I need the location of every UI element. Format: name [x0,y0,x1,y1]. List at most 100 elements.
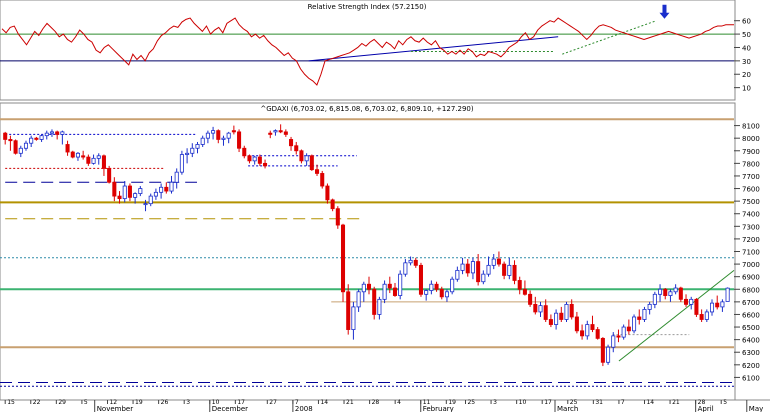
candle-body [205,132,210,139]
candle-body [117,195,122,200]
candle-body [444,291,449,298]
candle-body [496,258,501,265]
x-tick-label: 7 [295,399,299,406]
candle-body [694,298,699,315]
candle-body [439,288,444,298]
candle-body [148,195,153,205]
candle-body [725,287,730,302]
candle-body [252,156,257,162]
x-tick-label: 28 [372,399,380,406]
x-tick-label: 17 [237,399,245,406]
candle-body [185,152,190,155]
candle-body [377,298,382,315]
x-tick-label: 22 [33,399,41,406]
candle-body [637,316,642,320]
candle-body [658,288,663,295]
candle-body [491,258,496,266]
candle-body [564,303,569,320]
candle-body [522,288,527,295]
candle-body [450,278,455,293]
price-y-tick-label: 6300 [742,349,760,357]
candle-body [340,224,346,293]
rsi-y-tick-label: 40 [742,44,751,52]
candle-body [138,188,143,194]
candle-body [143,203,148,206]
candle-body [361,283,366,293]
candle-body [127,185,132,198]
x-month-label: November [97,405,134,412]
rsi-y-tick-label: 30 [742,58,751,66]
rsi-series-line [1,17,734,86]
candle-body [169,181,174,192]
candle-body [159,186,164,193]
price-y-tick-label: 7300 [742,223,760,231]
candle-body [668,291,673,296]
candle-body [190,147,195,154]
candle-body [112,181,117,197]
candle-body [289,139,294,147]
x-tick-label: 14 [646,399,654,406]
x-month-label: 2008 [295,405,313,412]
candle-body [585,324,590,337]
price-y-tick-label: 6100 [742,374,760,382]
price-y-tick-label: 8100 [742,123,760,131]
candle-body [434,283,439,290]
candle-body [304,155,309,162]
candle-body [548,319,553,325]
x-tick-label: 4 [397,399,401,406]
candle-body [273,130,278,133]
x-tick-label: 10 [212,399,220,406]
candle-body [153,191,158,197]
candle-body [49,131,54,134]
candle-body [704,311,709,320]
price-y-tick-label: 7100 [742,249,760,257]
candle-body [8,139,13,142]
candle-body [133,193,138,198]
candle-body [580,330,585,337]
candle-body [356,291,361,308]
candle-body [346,291,351,330]
candle-body [611,335,616,348]
rsi-y-tick-label: 10 [742,85,751,93]
candle-body [517,280,522,290]
candle-body [533,303,538,313]
candle-body [13,140,18,154]
candle-body [387,283,392,289]
candle-body [606,346,611,363]
candle-body [174,171,179,183]
candle-body [247,155,252,162]
candle-body [325,185,330,201]
candle-body [590,324,595,330]
rsi-y-tick-label: 20 [742,71,751,79]
candle-body [408,259,413,264]
candle-body [663,288,668,296]
candle-body [3,132,8,140]
candle-body [512,264,517,281]
candle-body [75,152,80,158]
x-tick-label: 15 [7,399,15,406]
candle-body [616,335,621,338]
price-trendline [618,269,735,362]
rsi-down-arrow-icon [659,4,670,19]
candle-body [39,135,44,140]
x-tick-label: 19 [135,399,143,406]
candle-body [392,287,398,296]
price-y-tick-label: 7400 [742,211,760,219]
rsi-panel-frame [0,0,736,101]
price-y-tick-label: 6700 [742,299,760,307]
candle-body [684,298,689,305]
candle-body [699,314,704,320]
price-y-tick-label: 6400 [742,337,760,345]
candle-body [424,290,429,295]
candle-body [486,264,491,275]
rsi-title: Relative Strength Index (57.2150) [308,3,427,11]
candle-body [673,287,678,293]
candle-body [107,167,112,183]
candle-body [263,162,268,167]
x-tick-label: 21 [672,399,680,406]
candle-body [621,326,626,338]
candle-body [320,173,325,187]
candle-body [278,130,283,133]
price-y-tick-label: 7200 [742,236,760,244]
candle-body [23,142,29,149]
